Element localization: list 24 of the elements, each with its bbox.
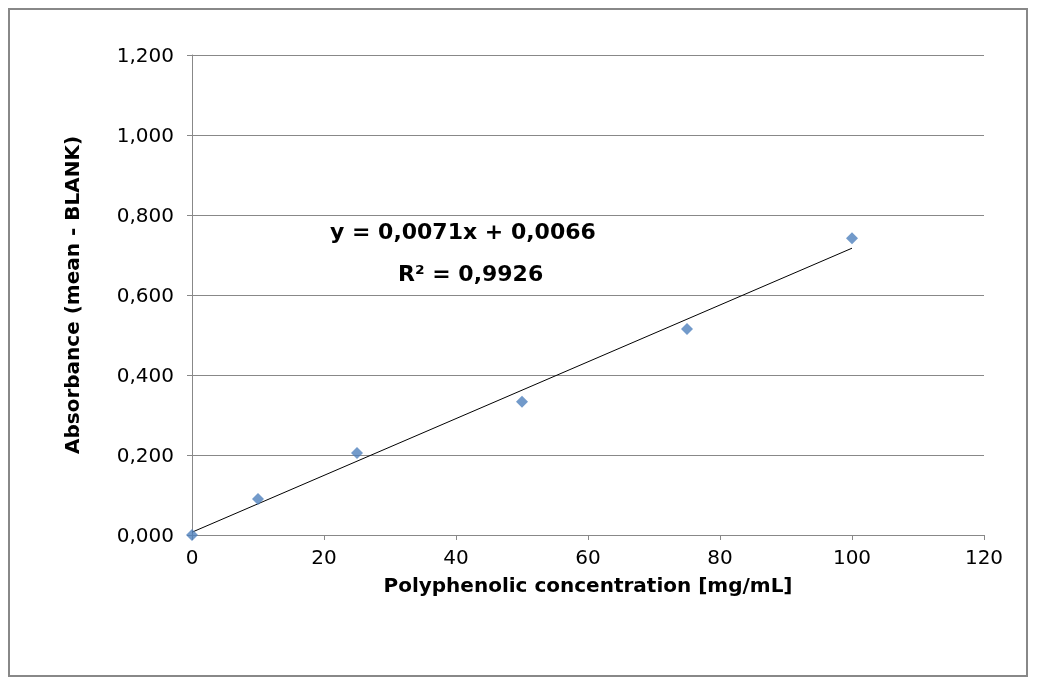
point [351, 447, 363, 459]
x-tick-label: 80 [707, 545, 733, 569]
x-tick-label: 60 [575, 545, 601, 569]
point [186, 529, 198, 541]
annotation: R² = 0,9926 [398, 260, 544, 286]
point [252, 493, 264, 505]
y-tick-label: 1,200 [116, 43, 174, 67]
x-tick-label: 0 [185, 545, 199, 569]
y-tick-label: 1,000 [116, 123, 174, 147]
y-axis-title: Absorbance (mean - BLANK) [60, 135, 84, 455]
y-tick-label: 0,000 [116, 523, 174, 547]
x-tick-label: 40 [443, 545, 469, 569]
point [516, 395, 528, 408]
y-tick-label: 0,200 [116, 443, 174, 467]
y-tick-label: 0,400 [116, 363, 174, 387]
x-tick-label: 120 [964, 545, 1004, 569]
point [681, 323, 693, 335]
point [846, 232, 858, 245]
x-axis-title: Polyphenolic concentration [mg/mL] [383, 573, 793, 597]
x-tick-label: 100 [832, 545, 872, 569]
x-tick-label: 20 [311, 545, 337, 569]
annotation: y = 0,0071x + 0,0066 [330, 218, 596, 244]
y-tick-label: 0,800 [116, 203, 174, 227]
y-tick-label: 0,600 [116, 283, 174, 307]
